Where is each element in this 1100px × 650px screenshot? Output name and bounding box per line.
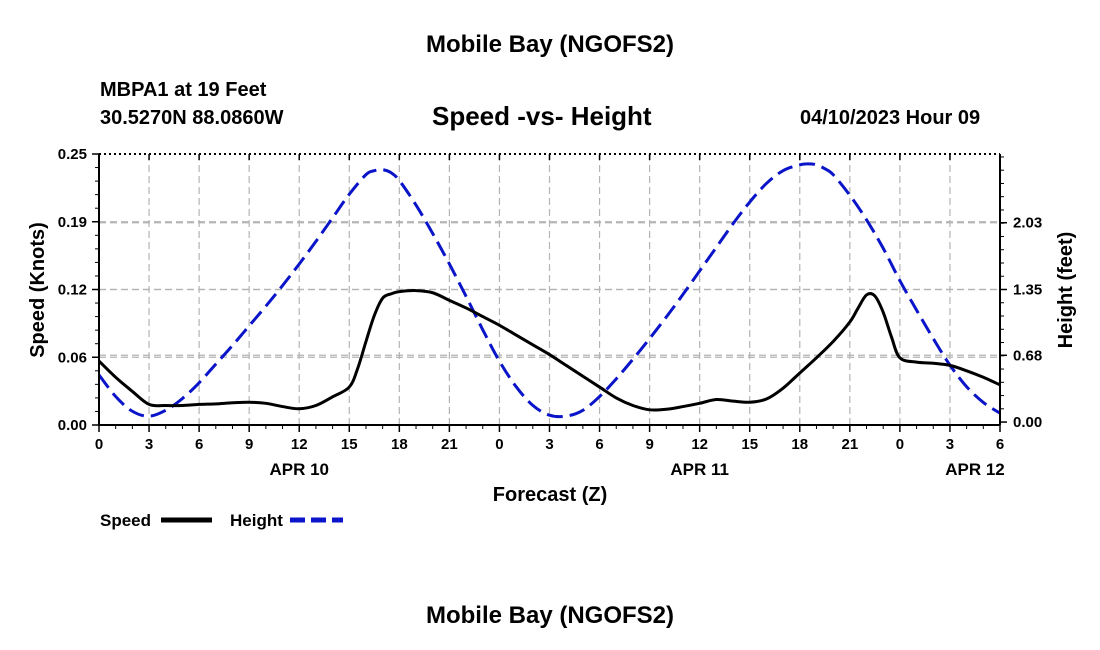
page-title: Mobile Bay (NGOFS2) bbox=[425, 31, 675, 58]
x-tick-label: 6 bbox=[996, 436, 1004, 453]
x-axis-title: Forecast (Z) bbox=[493, 484, 607, 506]
footer-title: Mobile Bay (NGOFS2) bbox=[425, 602, 675, 629]
y-tick-label: 0.12 bbox=[58, 282, 87, 299]
legend: Speed Height bbox=[100, 511, 343, 530]
x-tick-label: 18 bbox=[391, 436, 408, 453]
y2-tick-label: 0.00 bbox=[1013, 414, 1042, 431]
x-tick-label: 0 bbox=[495, 436, 503, 453]
series-lines bbox=[97, 162, 1001, 419]
x-tick-label: 15 bbox=[341, 436, 358, 453]
coordinates-label: 30.5270N 88.0860W bbox=[100, 107, 284, 129]
legend-height-label: Height bbox=[230, 511, 283, 530]
x-tick-label: 21 bbox=[441, 436, 458, 453]
x-tick-label: 18 bbox=[791, 436, 808, 453]
x-date-label: APR 12 bbox=[945, 460, 1005, 479]
y2-tick-label: 0.68 bbox=[1013, 347, 1042, 364]
x-tick-label: 9 bbox=[245, 436, 253, 453]
x-tick-label: 9 bbox=[645, 436, 653, 453]
y2-tick-label: 2.03 bbox=[1013, 215, 1042, 232]
station-label: MBPA1 at 19 Feet bbox=[100, 79, 267, 101]
y2-tick-label: 1.35 bbox=[1013, 282, 1042, 299]
x-tick-label: 0 bbox=[95, 436, 103, 453]
legend-speed-label: Speed bbox=[100, 511, 151, 530]
chart-subtitle: Speed -vs- Height bbox=[432, 101, 652, 131]
y-axis-title: Speed (Knots) bbox=[27, 222, 49, 358]
height-series-line bbox=[97, 162, 1001, 419]
x-tick-label: 3 bbox=[545, 436, 553, 453]
y-tick-label: 0.25 bbox=[58, 146, 87, 163]
y-tick-label: 0.00 bbox=[58, 417, 87, 434]
x-date-label: APR 11 bbox=[670, 460, 729, 479]
x-tick-label: 0 bbox=[896, 436, 904, 453]
y2-axis-title: Height (feet) bbox=[1055, 232, 1077, 349]
x-tick-label: 3 bbox=[145, 436, 153, 453]
x-tick-label: 15 bbox=[741, 436, 758, 453]
grid-lines bbox=[99, 154, 1000, 425]
axis-ticks: 0 3 6 9 12 15 18 21 0 3 6 9 12 15 18 21 0 3 6 APR 10 APR 11 A… bbox=[58, 146, 1042, 479]
timestamp-label: 04/10/2023 Hour 09 bbox=[800, 107, 981, 129]
x-tick-label: 6 bbox=[595, 436, 603, 453]
speed-series-line bbox=[97, 289, 1001, 412]
y-tick-label: 0.19 bbox=[58, 214, 87, 231]
x-tick-label: 12 bbox=[691, 436, 708, 453]
x-tick-label: 3 bbox=[946, 436, 954, 453]
y-tick-label: 0.06 bbox=[58, 349, 87, 366]
x-tick-label: 12 bbox=[291, 436, 308, 453]
x-date-label: APR 10 bbox=[269, 460, 329, 479]
x-tick-label: 6 bbox=[195, 436, 203, 453]
x-tick-label: 21 bbox=[841, 436, 858, 453]
